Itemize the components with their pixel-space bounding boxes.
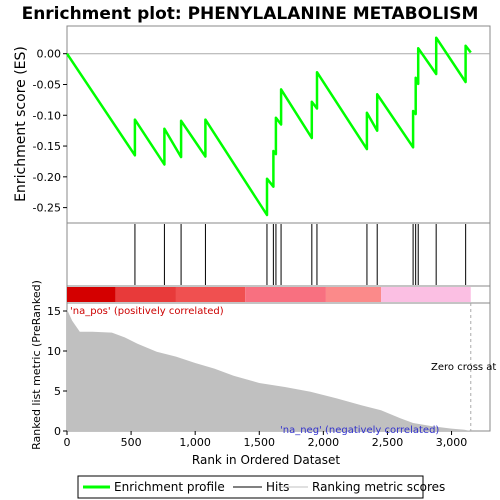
x-tick-label: 500	[121, 436, 142, 449]
zero-cross-label: Zero cross at 3	[431, 362, 500, 373]
es-y-tick-label: -0.10	[33, 109, 61, 122]
es-y-label: Enrichment score (ES)	[13, 46, 29, 202]
x-tick-label: 2,000	[308, 436, 340, 449]
enrichment-profile-line	[65, 36, 472, 217]
neg-correlated-label: 'na_neg' (negatively correlated)	[280, 425, 439, 436]
x-tick-label: 0	[64, 436, 71, 449]
metric-y-label: Ranked list metric (PreRanked)	[30, 280, 43, 450]
x-tick-label: 3,000	[436, 436, 468, 449]
legend: Enrichment profile Hits Ranking metric s…	[77, 475, 445, 499]
legend-metric-label: Ranking metric scores	[312, 480, 445, 494]
metric-x-axis: 0 500 1,000 1,500 2,000 2,500 3,000	[64, 431, 468, 449]
x-tick-label: 2,500	[372, 436, 404, 449]
es-y-tick-label: -0.25	[33, 202, 61, 215]
es-y-tick-label: -0.15	[33, 140, 61, 153]
x-tick-label: 1,500	[244, 436, 276, 449]
color-bar-segment	[245, 287, 326, 302]
hits-panel	[66, 222, 491, 287]
es-y-tick-label: -0.20	[33, 171, 61, 184]
es-y-tick-label: 0.00	[37, 48, 62, 61]
es-y-tick-label: -0.05	[33, 78, 61, 91]
color-bar-segment	[325, 287, 382, 302]
ranking-metric-area	[67, 309, 471, 431]
rank-color-bar	[66, 285, 491, 304]
color-bar-segment	[67, 287, 116, 302]
legend-hits-label: Hits	[266, 480, 289, 494]
color-bar-segment	[381, 287, 471, 302]
metric-y-tick-label: 15	[47, 305, 61, 318]
metric-y-axis: 0 5 10 15	[47, 305, 67, 438]
color-bar-segment	[115, 287, 176, 302]
chart-title: Enrichment plot: PHENYLALANINE METABOLIS…	[22, 4, 479, 24]
hits-panel-frame	[66, 222, 491, 287]
x-tick-label: 1,000	[179, 436, 211, 449]
x-axis-label: Rank in Ordered Dataset	[192, 453, 340, 467]
metric-panel: 0 5 10 15 0 500 1,000 1,500 2,000 2,500 3,000 'na…	[30, 280, 500, 467]
metric-y-tick-label: 10	[47, 345, 61, 358]
metric-y-tick-label: 5	[54, 385, 61, 398]
es-panel-frame	[66, 25, 491, 224]
hit-lines	[134, 224, 467, 285]
metric-y-tick-label: 0	[54, 425, 61, 438]
es-panel: 0.00 -0.05 -0.10 -0.15 -0.20 -0.25 Enrichment…	[13, 25, 491, 224]
color-bar-segment	[175, 287, 246, 302]
pos-correlated-label: 'na_pos' (positively correlated)	[70, 306, 224, 317]
legend-enrichment-label: Enrichment profile	[114, 480, 225, 494]
es-y-axis: 0.00 -0.05 -0.10 -0.15 -0.20 -0.25	[33, 48, 67, 215]
